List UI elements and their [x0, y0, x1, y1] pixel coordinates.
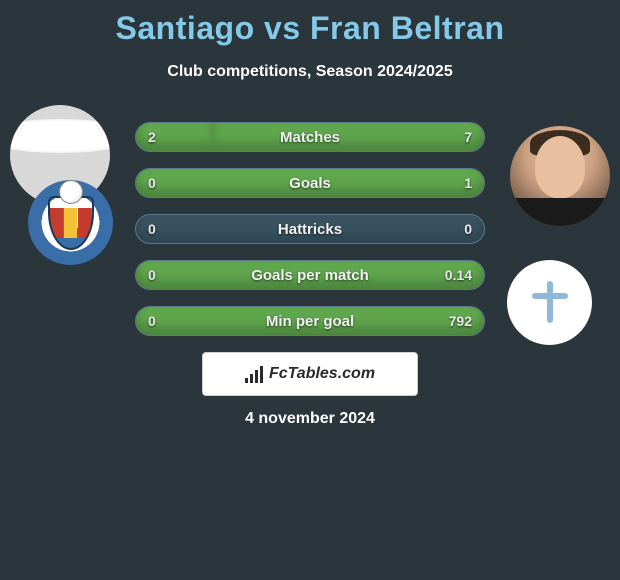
- stat-row: 01Goals: [135, 168, 485, 198]
- avatar-face: [535, 136, 585, 198]
- club-right-cross-icon: [520, 273, 580, 333]
- page-title: Santiago vs Fran Beltran: [0, 0, 620, 47]
- club-left-shield-icon: [48, 196, 94, 250]
- club-left-badge: [28, 180, 113, 265]
- stat-label: Matches: [136, 123, 484, 151]
- brand-bars-icon: [245, 365, 263, 383]
- stat-row: 27Matches: [135, 122, 485, 152]
- stats-container: 27Matches 01Goals 00Hattricks 00.14Goals pe…: [135, 122, 485, 352]
- brand-attribution: FcTables.com: [202, 352, 418, 396]
- player-right-avatar: [510, 126, 610, 226]
- stat-row: 00Hattricks: [135, 214, 485, 244]
- report-date: 4 november 2024: [0, 410, 620, 428]
- stat-row: 00.14Goals per match: [135, 260, 485, 290]
- stat-label: Min per goal: [136, 307, 484, 335]
- stat-label: Hattricks: [136, 215, 484, 243]
- stat-label: Goals: [136, 169, 484, 197]
- stat-row: 0792Min per goal: [135, 306, 485, 336]
- club-right-badge: [507, 260, 592, 345]
- avatar-shirt: [510, 198, 610, 226]
- brand-text: FcTables.com: [269, 365, 375, 383]
- stat-label: Goals per match: [136, 261, 484, 289]
- avatar-placeholder-shape: [10, 119, 110, 153]
- subtitle: Club competitions, Season 2024/2025: [0, 63, 620, 81]
- club-left-ball-icon: [59, 180, 83, 204]
